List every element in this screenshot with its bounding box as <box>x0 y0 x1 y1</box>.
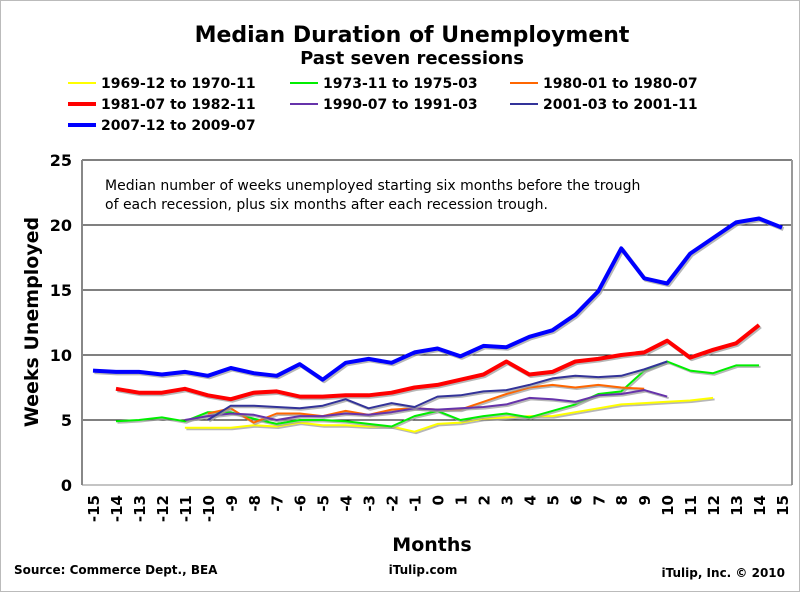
x-tick-label: -4 <box>338 495 356 512</box>
legend-item: 1973-11 to 1975-03 <box>290 76 478 92</box>
legend-label: 2001-03 to 2001-11 <box>543 97 698 113</box>
y-tick-label: 0 <box>61 476 72 495</box>
legend-label: 1969-12 to 1970-11 <box>101 76 256 92</box>
x-tick-label: 13 <box>728 495 746 516</box>
legend-item: 1980-01 to 1980-07 <box>510 76 698 92</box>
legend-item: 2001-03 to 2001-11 <box>510 97 698 113</box>
legend-label: 1981-07 to 1982-11 <box>101 97 256 113</box>
series-2001-03 to 2001-11 <box>207 360 669 423</box>
series-shadow <box>186 390 669 423</box>
y-tick-label: 25 <box>50 151 72 170</box>
legend: 1969-12 to 1970-11 1973-11 to 1975-03 1980… <box>68 76 698 134</box>
x-tick-label: -9 <box>223 495 241 512</box>
x-tick-label: -5 <box>315 495 333 512</box>
x-tick-label: 14 <box>751 495 769 516</box>
x-tick-label: 3 <box>498 495 516 505</box>
series-line <box>184 389 668 421</box>
series-group <box>92 216 785 435</box>
site-name: iTulip.com <box>389 563 458 577</box>
x-tick-label: 1 <box>452 495 470 505</box>
x-tick-label: -15 <box>85 495 103 522</box>
series-1969-12 to 1970-11 <box>184 396 715 435</box>
copyright: iTulip, Inc. © 2010 <box>661 566 785 580</box>
x-tick-label: 4 <box>521 495 539 505</box>
x-tick-label: 7 <box>590 495 608 505</box>
annotation-line-2: of each recession, plus six months after… <box>105 197 548 213</box>
x-tick-label: 12 <box>705 495 723 516</box>
x-axis-label: Months <box>392 534 471 556</box>
x-tick-label: -10 <box>200 495 218 522</box>
series-shadow <box>208 362 669 423</box>
series-1990-07 to 1991-03 <box>184 389 669 423</box>
x-tick-label: 5 <box>544 495 562 505</box>
y-tick-label: 5 <box>61 411 72 430</box>
x-tick-label: -13 <box>131 495 149 522</box>
x-tick-label: 0 <box>430 495 448 505</box>
legend-item: 2007-12 to 2009-07 <box>68 118 256 134</box>
chart-title: Median Duration of Unemployment <box>195 23 630 48</box>
x-tick-label: -6 <box>292 495 310 512</box>
y-tick-label: 10 <box>50 346 72 365</box>
source-note: Source: Commerce Dept., BEA <box>14 563 218 577</box>
legend-item: 1969-12 to 1970-11 <box>68 76 256 92</box>
x-tick-label: -1 <box>407 495 425 512</box>
x-tick-label: 2 <box>475 495 493 505</box>
x-tick-label: 11 <box>682 495 700 516</box>
series-shadow <box>186 398 715 435</box>
x-tick-label: -8 <box>246 495 264 512</box>
x-tick-label: 10 <box>659 495 677 516</box>
x-tick-label: -7 <box>269 495 287 512</box>
x-tick-label: -12 <box>154 495 172 522</box>
chart-subtitle: Past seven recessions <box>300 48 524 69</box>
legend-item: 1990-07 to 1991-03 <box>290 97 478 113</box>
legend-label: 1980-01 to 1980-07 <box>543 76 698 92</box>
y-axis-label: Weeks Unemployed <box>21 217 43 427</box>
x-tick-label: -14 <box>108 495 126 522</box>
annotation-line-1: Median number of weeks unemployed starti… <box>105 178 640 194</box>
x-tick-label: -2 <box>384 495 402 512</box>
legend-item: 1981-07 to 1982-11 <box>68 97 256 113</box>
x-tick-label: 9 <box>636 495 654 505</box>
legend-label: 1990-07 to 1991-03 <box>323 97 478 113</box>
x-tick-label: 6 <box>567 495 585 505</box>
x-tick-label: 15 <box>774 495 792 516</box>
y-tick-labels: 0 5 10 15 20 25 <box>50 151 72 495</box>
series-1981-07 to 1982-11 <box>115 323 762 403</box>
legend-label: 1973-11 to 1975-03 <box>323 76 478 92</box>
x-tick-label: -11 <box>177 495 195 522</box>
y-tick-label: 15 <box>50 281 72 300</box>
x-tick-labels: -15 -14 -13 -12 -11 -10 -9 -8 -7 -6 -5 -4 -3 -2 -1 0 1 2 3… <box>85 495 792 522</box>
series-2007-12 to 2009-07 <box>92 216 785 384</box>
x-tick-label: 8 <box>613 495 631 505</box>
y-tick-label: 20 <box>50 216 72 235</box>
series-line <box>184 396 714 433</box>
legend-label: 2007-12 to 2009-07 <box>101 118 256 134</box>
x-tick-label: -3 <box>361 495 379 512</box>
